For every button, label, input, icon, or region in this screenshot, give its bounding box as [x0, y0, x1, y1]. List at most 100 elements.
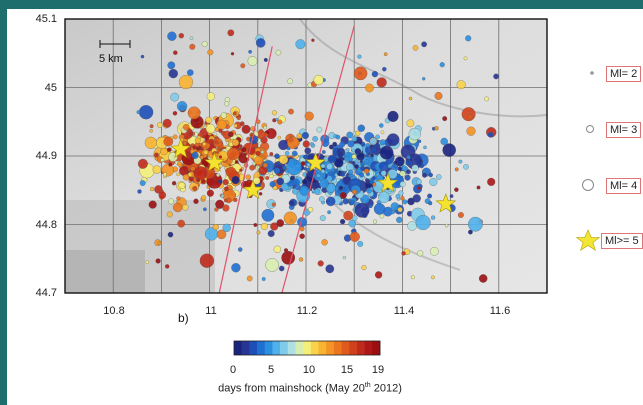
earthquake-dot [407, 221, 418, 231]
earthquake-dot [233, 123, 238, 128]
earthquake-dot [256, 230, 261, 235]
map-border [64, 18, 548, 294]
mainshock-star [377, 172, 399, 193]
earthquake-dot [278, 265, 285, 272]
earthquake-dot [258, 192, 263, 196]
earthquake-dot [353, 66, 368, 81]
earthquake-dot [478, 274, 488, 283]
earthquake-dot [265, 258, 279, 272]
earthquake-dot [397, 207, 403, 213]
earthquake-dot [434, 91, 443, 100]
x-tick-label: 10.8 [103, 305, 125, 317]
earthquake-dot [357, 124, 365, 132]
earthquake-dot [218, 155, 223, 159]
earthquake-dot [176, 196, 181, 201]
earthquake-dot [444, 223, 449, 228]
earthquake-dot [376, 77, 387, 88]
earthquake-dot [466, 126, 476, 136]
earthquake-dot [493, 73, 499, 80]
earthquake-dot [400, 196, 405, 201]
earthquake-dot [422, 77, 426, 81]
earthquake-dot [363, 168, 370, 174]
earthquake-dot [439, 62, 445, 68]
earthquake-dot [372, 219, 378, 224]
earthquake-dot [299, 185, 310, 196]
earthquake-dot [405, 169, 411, 175]
earthquake-dot [224, 186, 229, 192]
mainshock-star [242, 179, 264, 199]
earthquake-dot [382, 66, 387, 72]
earthquake-dot [396, 216, 403, 224]
earthquake-dot [270, 222, 279, 231]
earthquake-dot [372, 182, 377, 187]
earthquake-dot [183, 123, 190, 131]
relief-texture [65, 19, 547, 293]
earthquake-dot [222, 204, 230, 212]
earthquake-dot [325, 264, 335, 274]
earthquake-dot [284, 150, 290, 156]
earthquake-dot [218, 179, 223, 184]
earthquake-dot [271, 110, 278, 116]
earthquake-dot [417, 250, 424, 257]
earthquake-dot [157, 241, 162, 245]
earthquake-dot [199, 155, 204, 160]
colorbar-swatch [257, 341, 266, 355]
earthquake-dot [160, 147, 168, 156]
earthquake-dot [370, 153, 374, 158]
earthquake-dot [218, 128, 223, 133]
earthquake-dot [369, 179, 374, 184]
earthquake-dot [405, 159, 412, 166]
earthquake-dot [201, 41, 208, 48]
earthquake-dot [172, 134, 178, 140]
earthquake-dot [255, 38, 266, 48]
earthquake-dot [240, 63, 246, 69]
colorbar-swatch [249, 341, 258, 355]
earthquake-dot [442, 143, 456, 157]
earthquake-dot [136, 110, 141, 114]
earthquake-dot [408, 127, 421, 141]
earthquake-dot [317, 260, 324, 267]
earthquake-dot [468, 229, 473, 235]
earthquake-dot [292, 178, 300, 186]
earthquake-dot [282, 165, 287, 170]
earthquake-dot [334, 158, 344, 168]
earthquake-dot [342, 255, 347, 260]
earthquake-dot [288, 137, 294, 143]
earthquake-dot [233, 111, 237, 116]
earthquake-dot [207, 49, 214, 56]
earthquake-dot [434, 126, 439, 131]
earthquake-dot [288, 108, 294, 115]
earthquake-dot [245, 174, 251, 180]
earthquake-dot [290, 175, 295, 181]
mainshock-star [305, 152, 327, 172]
earthquake-dot [261, 208, 275, 222]
colorbar-border [233, 340, 381, 356]
panel-label: b) [178, 311, 189, 325]
earthquake-dot [139, 180, 146, 186]
earthquake-dot [406, 119, 415, 128]
earthquake-dot [287, 78, 293, 84]
earthquake-dot [411, 164, 419, 172]
earthquake-dot [304, 111, 314, 121]
earthquake-dot [399, 181, 406, 188]
earthquake-dot [380, 130, 385, 135]
earthquake-dot [241, 124, 251, 134]
earthquake-dot [340, 171, 346, 177]
earthquake-dot [390, 210, 395, 215]
colorbar-swatch [356, 341, 365, 355]
earthquake-dot [351, 154, 357, 159]
earthquake-dot [465, 35, 472, 42]
legend-symbol-ml2 [590, 71, 594, 75]
earthquake-dot [371, 70, 379, 78]
earthquake-dot [278, 139, 289, 151]
earthquake-dot [349, 231, 360, 242]
colorbar-ticks: 0 5 10 15 19 [230, 364, 384, 378]
earthquake-dot [189, 36, 194, 40]
colorbar-title-sup: th [364, 382, 371, 389]
earthquake-dot [160, 158, 165, 163]
x-tick-label: 11.6 [489, 305, 511, 317]
earthquake-dot [342, 198, 349, 205]
fault-line [218, 46, 273, 293]
earthquake-dot [283, 211, 297, 225]
